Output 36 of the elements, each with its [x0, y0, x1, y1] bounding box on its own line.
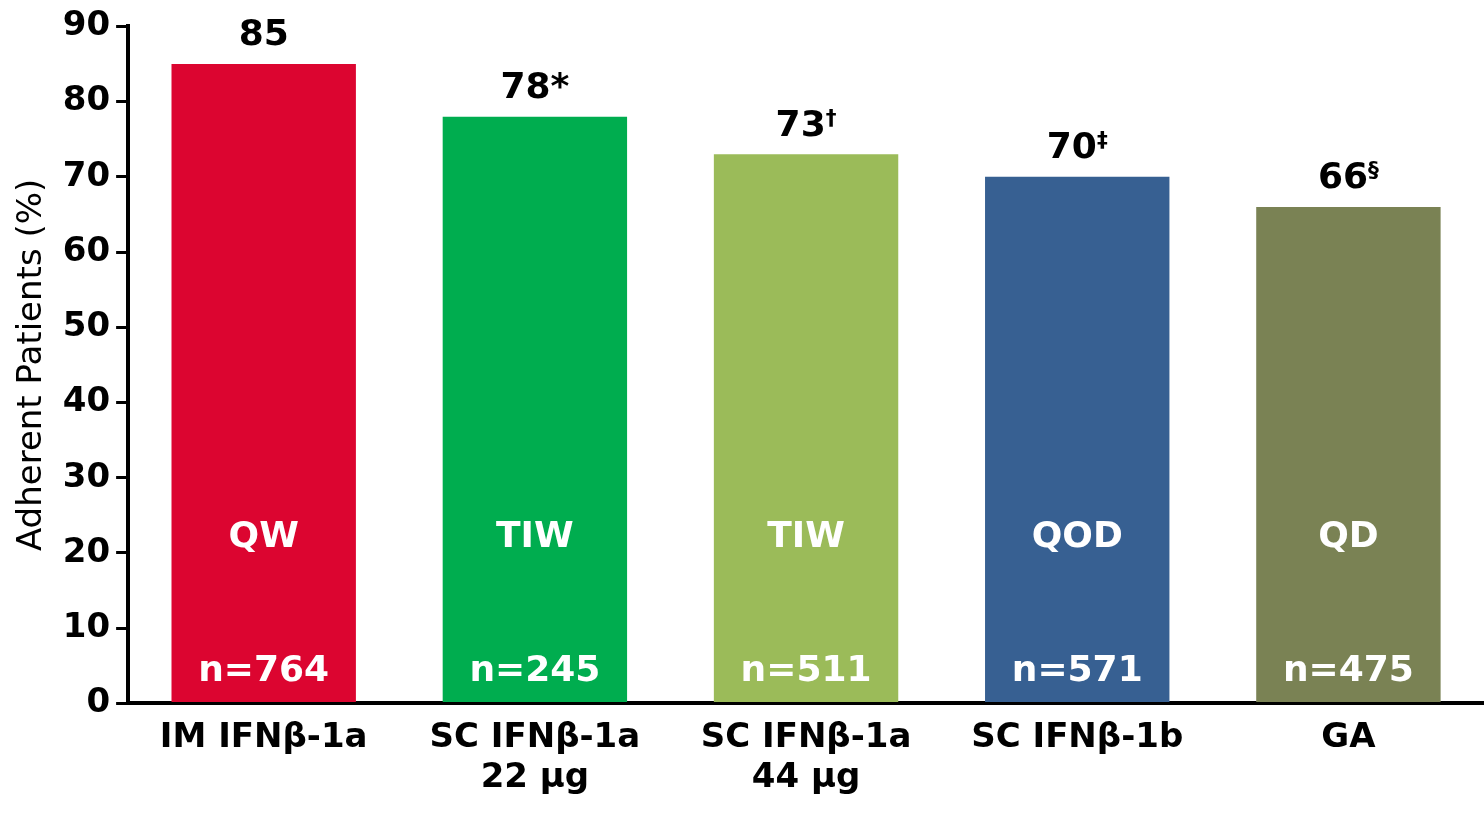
data-label: 73† — [775, 102, 837, 144]
y-tick-label: 40 — [62, 379, 111, 420]
y-tick-label: 60 — [62, 228, 111, 269]
y-axis-title: Adherent Patients (%) — [9, 178, 50, 552]
y-tick-label: 0 — [86, 680, 111, 721]
y-tick-label: 70 — [62, 153, 111, 194]
annotation: TIW — [496, 513, 574, 555]
annotation: n=511 — [740, 647, 872, 689]
y-tick-label: 20 — [62, 529, 111, 570]
data-label: 66§ — [1317, 155, 1380, 197]
annotation: n=764 — [198, 647, 330, 689]
bar — [171, 64, 356, 702]
annotation: QOD — [1031, 513, 1123, 555]
bar — [442, 116, 628, 702]
y-tick-label: 30 — [62, 454, 111, 495]
annotation: QW — [228, 513, 299, 555]
x-tick-label: SC IFNβ-1a 44 µg — [700, 714, 912, 796]
annotation: n=245 — [469, 647, 601, 689]
x-tick-label: SC IFNβ-1a 22 µg — [429, 714, 641, 796]
y-tick-label: 10 — [62, 605, 111, 646]
x-tick-label: IM IFNβ-1a — [159, 714, 368, 755]
y-tick-label: 50 — [62, 304, 111, 345]
annotation: n=475 — [1282, 647, 1414, 689]
data-label: 78* — [500, 65, 570, 107]
y-tick-label: 90 — [62, 3, 111, 44]
annotation: n=571 — [1011, 647, 1143, 689]
annotation: QD — [1318, 513, 1379, 555]
x-tick-label: SC IFNβ-1b — [971, 714, 1184, 755]
annotation: TIW — [767, 513, 845, 555]
bar — [1256, 206, 1441, 702]
data-label: 70‡ — [1046, 125, 1108, 167]
bar — [713, 154, 899, 702]
data-label: 85 — [238, 12, 289, 54]
x-tick-label: GA — [1321, 714, 1377, 755]
y-tick-label: 80 — [62, 78, 111, 119]
bar — [985, 176, 1170, 702]
